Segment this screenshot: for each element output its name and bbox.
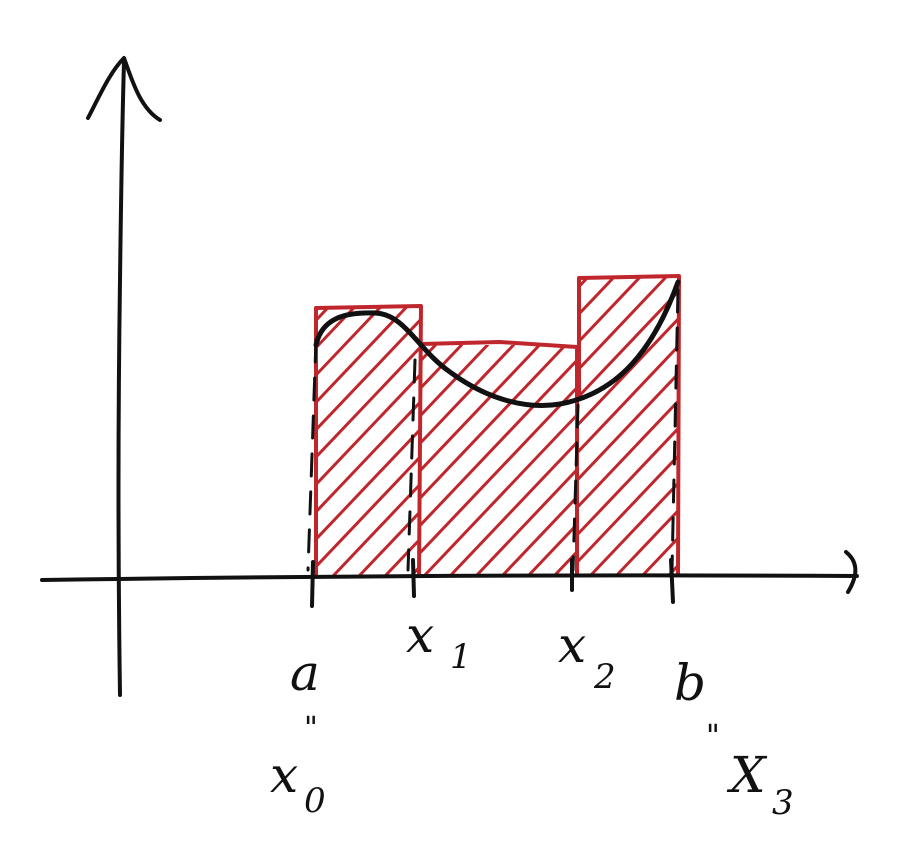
rectangle-2-outline [419,340,579,577]
hatch-line [421,358,577,527]
guide-b [670,288,680,572]
guide-a [306,338,318,572]
hatch-line [48,307,303,575]
x-axis-arrow-icon [844,550,858,594]
hatch-line [191,345,410,575]
label-x3-sub: 3 [772,783,794,823]
x-axis [40,573,859,582]
tick-a [310,560,315,608]
rectangle-3-outline [577,274,681,577]
function-curve [313,279,681,409]
hatch-line [421,345,437,363]
rectangle-3-hatching [577,277,906,575]
hatch-line [501,494,577,575]
hatch-line [577,317,678,428]
tick-b [669,558,675,604]
hatch-line [695,277,906,575]
y-axis-arrow-icon [86,56,162,122]
hatch-line [358,508,421,575]
label-a: a [290,644,320,702]
hatch-line [527,522,577,575]
hatch-line [577,277,642,346]
axis-labels: x 1 x 2 a " x 0 b " X 3 [270,606,794,823]
hatch-line [641,535,678,575]
hatch-line [316,399,421,515]
hatch-line [421,345,541,472]
equals-mark-b: " [706,719,720,754]
label-x3: X [726,746,768,804]
hatch-line [589,481,678,575]
hatch-line [577,289,678,401]
hatch-line [475,467,577,575]
hatch-line [577,426,678,538]
rectangle-2-hatching [191,345,577,575]
y-axis [116,60,126,697]
hatch-line [332,481,421,575]
label-x1-sub: 1 [450,637,472,677]
hatch-line [316,317,421,432]
hatch-line [577,344,678,456]
hatch-line [615,508,678,575]
hatch-line [316,307,409,405]
partition-guides [306,288,680,572]
hatch-line [421,345,463,390]
label-x1: x [406,606,434,664]
hatch-line [577,277,668,373]
hatch-line [316,426,421,542]
hatch-line [316,307,383,378]
label-x2-sub: 2 [593,657,616,697]
guide-x2 [571,403,580,572]
hatch-line [423,412,577,575]
hatch-line [577,453,678,565]
label-b: b [674,654,706,712]
hatch-line [316,453,421,569]
hatch-line [421,345,515,445]
guide-x1 [406,358,417,572]
rectangle-1-outline [314,304,423,577]
hatch-line [667,563,678,575]
hatch-line [553,549,577,575]
label-x0: x [270,746,298,804]
tick-x1 [411,558,416,598]
hatch-line [316,344,421,460]
hatch-line [577,399,678,510]
hatch-line [577,371,678,483]
equals-mark-a: " [304,711,318,746]
hatch-line [421,345,567,500]
hatch-line [421,385,577,555]
label-x2: x [558,616,586,674]
hatch-line [449,440,577,575]
hatch-line [421,345,489,418]
x-axis-ticks [310,558,675,608]
hatch-line [316,371,421,487]
hatch-line [316,307,331,323]
rectangle-1-hatching [48,307,421,575]
label-x0-sub: 0 [304,781,326,821]
